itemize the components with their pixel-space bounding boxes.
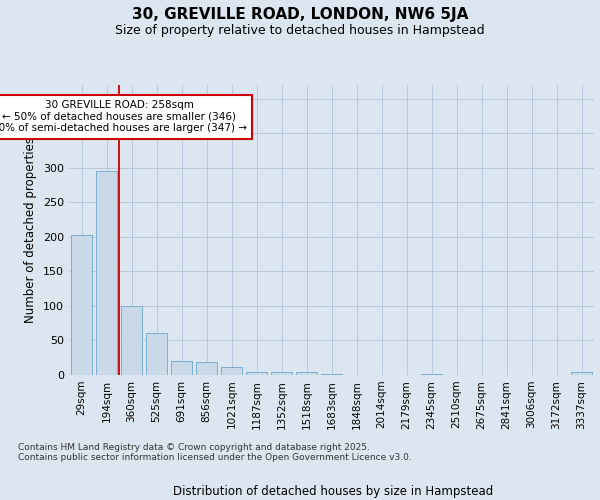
Text: Distribution of detached houses by size in Hampstead: Distribution of detached houses by size … (173, 484, 493, 498)
Bar (296, 372, 317, 375)
Bar (221, 368, 242, 375)
Text: 30 GREVILLE ROAD: 258sqm
← 50% of detached houses are smaller (346)
50% of semi-: 30 GREVILLE ROAD: 258sqm ← 50% of detach… (0, 100, 247, 134)
Bar (421, 374, 442, 375)
Bar (321, 374, 342, 375)
Bar (171, 361, 192, 375)
Text: 30, GREVILLE ROAD, LONDON, NW6 5JA: 30, GREVILLE ROAD, LONDON, NW6 5JA (132, 8, 468, 22)
Bar (196, 362, 217, 375)
Text: Size of property relative to detached houses in Hampstead: Size of property relative to detached ho… (115, 24, 485, 37)
Bar (146, 333, 167, 375)
Bar (71, 235, 92, 375)
Y-axis label: Number of detached properties: Number of detached properties (25, 137, 37, 323)
Bar (246, 372, 267, 375)
Bar (96, 172, 117, 375)
Text: Contains HM Land Registry data © Crown copyright and database right 2025.
Contai: Contains HM Land Registry data © Crown c… (18, 443, 412, 462)
Bar (121, 306, 142, 375)
Bar (571, 372, 592, 375)
Bar (271, 372, 292, 375)
